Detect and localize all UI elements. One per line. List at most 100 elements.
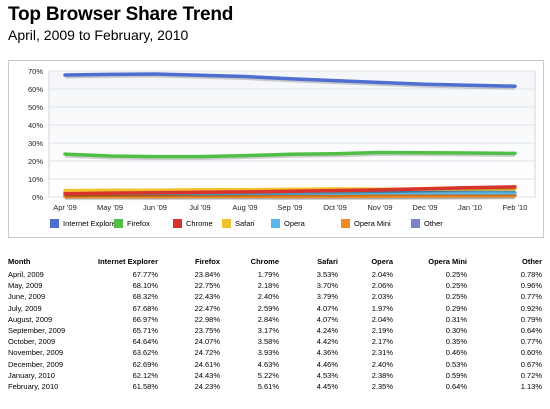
y-tick-label: 20% (28, 157, 43, 166)
x-tick-label: Apr '09 (53, 203, 77, 212)
plot-area (48, 70, 536, 198)
month-cell: June, 2009 (8, 292, 46, 302)
share-cell: 4.36% (316, 348, 338, 358)
share-cell: 1.97% (371, 303, 393, 313)
share-cell: 0.30% (445, 326, 467, 336)
legend-item: Chrome (173, 219, 213, 228)
y-tick-label: 40% (28, 121, 43, 130)
legend-item: Firefox (114, 219, 150, 228)
share-cell: 2.06% (371, 281, 393, 291)
chart-legend: Internet Explorer Firefox Chrome Safari Oper… (50, 219, 540, 231)
table-row: October, 2009 64.64% 24.07% 3.58% 4.42% 2.17%… (8, 336, 542, 347)
data-table: Month Internet Explorer Firefox Chrome S… (8, 256, 542, 392)
legend-label: Chrome (186, 219, 213, 228)
share-cell: 2.40% (257, 292, 279, 302)
legend-swatch (173, 219, 182, 228)
legend-label: Opera Mini (354, 219, 391, 228)
legend-swatch (222, 219, 231, 228)
share-cell: 3.93% (257, 348, 279, 358)
share-cell: 0.92% (520, 303, 542, 313)
y-tick-label: 10% (28, 175, 43, 184)
line-chart: 0% 10% 20% 30% 40% 50% 60% 70% Apr '09 May '09 Ju… (28, 67, 536, 212)
table-row: July, 2009 67.68% 22.47% 2.59% 4.07% 1.97% 0.2… (8, 303, 542, 314)
share-cell: 68.32% (132, 292, 158, 302)
series-line-internet-explorer (63, 72, 517, 88)
legend-swatch (50, 219, 59, 228)
share-cell: 22.98% (194, 314, 220, 324)
month-cell: July, 2009 (8, 303, 42, 313)
share-cell: 67.77% (132, 270, 158, 279)
table-row: February, 2010 61.58% 24.23% 5.61% 4.45% 2.35… (8, 381, 542, 392)
share-cell: 2.38% (371, 370, 393, 380)
share-cell: 2.03% (371, 292, 393, 302)
legend-item: Opera (271, 219, 305, 228)
share-cell: 68.10% (132, 281, 158, 291)
share-cell: 23.75% (194, 326, 220, 336)
share-cell: 64.64% (132, 337, 158, 347)
legend-label: Internet Explorer (63, 219, 119, 228)
share-cell: 1.79% (257, 270, 279, 279)
share-cell: 4.53% (316, 370, 338, 380)
share-cell: 0.79% (520, 314, 542, 324)
page-subtitle: April, 2009 to February, 2010 (8, 27, 189, 43)
series-line-firefox (63, 150, 517, 159)
share-cell: 3.58% (257, 337, 279, 347)
table-row: September, 2009 65.71% 23.75% 3.17% 4.24% 2.1… (8, 325, 542, 336)
column-header: Other (521, 256, 542, 266)
share-cell: 0.25% (445, 292, 467, 302)
share-cell: 66.97% (132, 314, 158, 324)
table-row: May, 2009 68.10% 22.75% 2.18% 3.70% 2.06% 0.25… (8, 280, 542, 291)
share-cell: 0.53% (445, 359, 467, 369)
column-header: Chrome (250, 256, 279, 266)
share-cell: 4.46% (316, 359, 338, 369)
share-cell: 0.67% (520, 359, 542, 369)
y-tick-label: 0% (32, 193, 43, 202)
share-cell: 0.35% (445, 337, 467, 347)
share-cell: 2.84% (257, 314, 279, 324)
x-tick-label: May '09 (97, 203, 123, 212)
share-cell: 2.31% (371, 348, 393, 358)
x-tick-label: Oct '09 (323, 203, 347, 212)
share-cell: 3.53% (316, 270, 338, 279)
share-cell: 0.31% (445, 314, 467, 324)
share-cell: 4.07% (316, 314, 338, 324)
share-cell: 0.46% (445, 348, 467, 358)
share-cell: 4.45% (316, 382, 338, 392)
x-tick-label: Jun '09 (143, 203, 167, 212)
share-cell: 0.72% (520, 370, 542, 380)
series-line-opera-mini (63, 194, 517, 199)
share-cell: 3.70% (316, 281, 338, 291)
legend-label: Opera (284, 219, 305, 228)
legend-item: Opera Mini (341, 219, 391, 228)
column-header: Safari (317, 256, 338, 266)
share-cell: 2.19% (371, 326, 393, 336)
share-cell: 24.72% (194, 348, 220, 358)
x-tick-label: Dec '09 (412, 203, 437, 212)
share-cell: 61.58% (132, 382, 158, 392)
legend-item: Safari (222, 219, 255, 228)
month-cell: December, 2009 (8, 359, 64, 369)
share-cell: 24.23% (194, 382, 220, 392)
share-cell: 0.25% (445, 281, 467, 291)
share-cell: 0.96% (520, 281, 542, 291)
month-cell: August, 2009 (8, 314, 53, 324)
share-cell: 22.47% (194, 303, 220, 313)
y-tick-label: 30% (28, 139, 43, 148)
table-row: April, 2009 67.77% 23.84% 1.79% 3.53% 2.04% 0.… (8, 269, 542, 280)
x-tick-label: Feb '10 (503, 203, 528, 212)
share-cell: 4.24% (316, 326, 338, 336)
table-row: August, 2009 66.97% 22.98% 2.84% 4.07% 2.04% 0… (8, 314, 542, 325)
y-tick-label: 50% (28, 103, 43, 112)
table-row: January, 2010 62.12% 24.43% 5.22% 4.53% 2.38%… (8, 370, 542, 381)
share-cell: 4.63% (257, 359, 279, 369)
month-cell: September, 2009 (8, 326, 66, 336)
share-cell: 62.12% (132, 370, 158, 380)
legend-swatch (411, 219, 420, 228)
share-cell: 24.07% (194, 337, 220, 347)
legend-label: Safari (235, 219, 255, 228)
legend-label: Other (424, 219, 443, 228)
table-header-row: Month Internet Explorer Firefox Chrome S… (8, 256, 542, 269)
share-cell: 3.17% (257, 326, 279, 336)
x-tick-label: Jul '09 (189, 203, 210, 212)
share-cell: 23.84% (194, 270, 220, 279)
